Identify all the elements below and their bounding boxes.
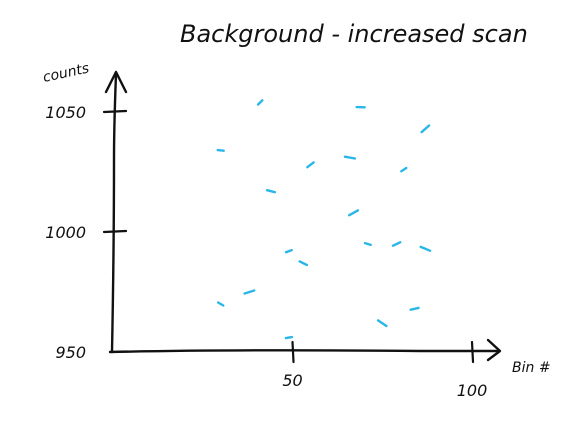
- data-point: [409, 306, 420, 311]
- chart-title: Background - increased scan: [180, 20, 528, 48]
- data-point: [216, 301, 225, 307]
- data-point: [343, 155, 357, 160]
- x-axis-label: Bin #: [512, 360, 551, 376]
- data-point: [284, 335, 294, 340]
- data-point: [243, 289, 256, 295]
- x-tick-label: 100: [457, 381, 488, 400]
- y-tick-label: 1050: [45, 103, 86, 122]
- axis-ticks: 50 100 950 1000 1050: [45, 103, 487, 400]
- data-point: [348, 209, 360, 217]
- data-point: [306, 161, 315, 169]
- y-tick-mark: [102, 109, 128, 114]
- data-point: [376, 319, 388, 328]
- y-tick-mark: [102, 229, 128, 234]
- x-tick-mark: [470, 340, 475, 364]
- y-tick-label: 950: [55, 343, 86, 362]
- data-point: [298, 260, 309, 267]
- data-point: [391, 241, 402, 247]
- x-tick-mark: [291, 340, 295, 364]
- y-axis-arrow: [104, 70, 128, 94]
- x-axis-arrow: [486, 338, 502, 362]
- data-point: [216, 148, 225, 152]
- data-point: [400, 166, 408, 173]
- x-axis-line: [108, 349, 500, 354]
- data-point: [284, 248, 293, 254]
- y-axis-line: [110, 72, 118, 354]
- x-tick-label: 50: [282, 371, 302, 390]
- data-point: [265, 188, 276, 194]
- data-points: [216, 99, 432, 340]
- data-point: [363, 241, 372, 247]
- y-axis-label: counts: [42, 61, 91, 86]
- data-point: [419, 245, 432, 252]
- data-point: [420, 124, 431, 134]
- data-point: [256, 99, 264, 106]
- y-tick-label: 1000: [45, 223, 86, 242]
